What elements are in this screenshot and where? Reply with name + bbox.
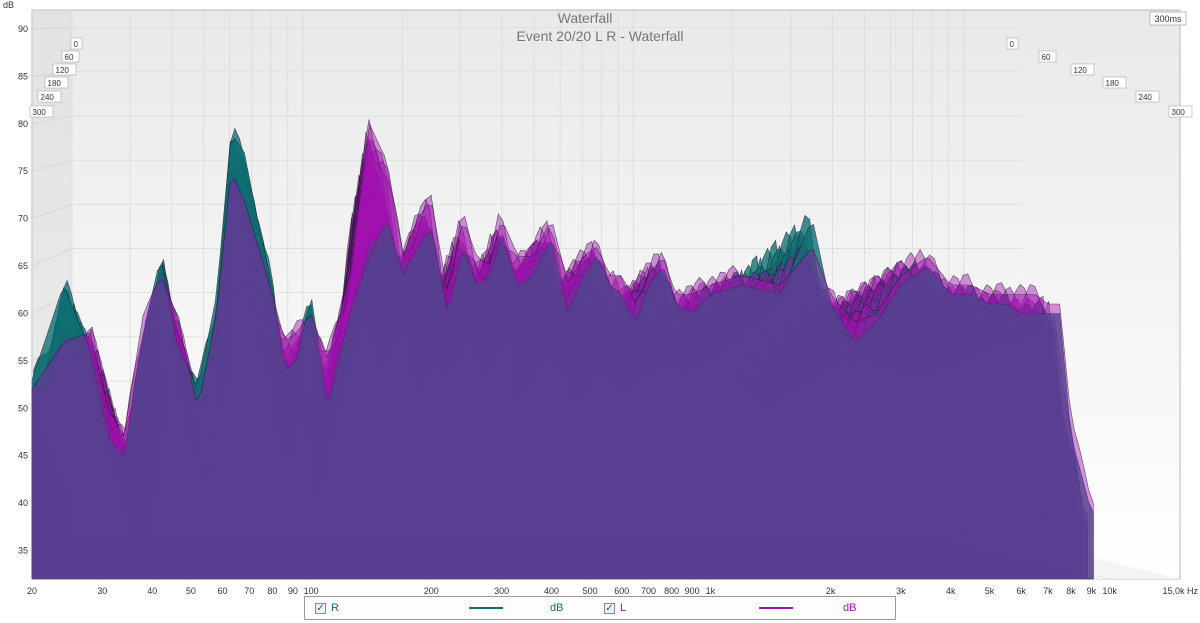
- grid-line-y: [31, 27, 73, 30]
- depth-tick-box-left: [29, 105, 54, 118]
- x-tick-label: 100: [304, 586, 319, 596]
- depth-tick-box-right: [1168, 105, 1193, 118]
- r-line-swatch: [469, 607, 503, 609]
- grid-line-y: [31, 159, 73, 172]
- legend-swatch-r: [469, 597, 503, 619]
- y-tick-label: 75: [18, 166, 28, 176]
- depth-tick-label-right: 0: [1010, 40, 1015, 49]
- depth-tick-label-left: 0: [74, 40, 79, 49]
- depth-tick-label-right: 300: [1172, 108, 1186, 117]
- depth-tick-label-left: 180: [48, 79, 62, 88]
- y-tick-label: 70: [18, 214, 28, 224]
- depth-tick-label-right: 120: [1074, 66, 1088, 75]
- depth-tick-box-left: [52, 63, 77, 76]
- depth-tick-label-left: 300: [33, 108, 47, 117]
- x-tick-label: 1k: [706, 586, 716, 596]
- y-tick-label: 35: [18, 546, 28, 556]
- depth-tick-label-left: 240: [41, 93, 55, 102]
- legend-item-r[interactable]: ✓ R: [315, 597, 339, 619]
- x-tick-label: 30: [97, 586, 107, 596]
- x-tick-label: 80: [267, 586, 277, 596]
- depth-tick-box-left: [61, 50, 80, 63]
- depth-tick-label-right: 180: [1106, 79, 1120, 88]
- x-tick-label: 900: [685, 586, 700, 596]
- x-tick-label: 60: [218, 586, 228, 596]
- depth-tick-box-left: [44, 76, 69, 89]
- y-tick-label: 55: [18, 356, 28, 366]
- x-tick-label: 90: [288, 586, 298, 596]
- x-tick-label: 500: [583, 586, 598, 596]
- l-line-swatch: [759, 607, 793, 609]
- x-tick-label: 700: [641, 586, 656, 596]
- depth-tick-box-left: [37, 90, 62, 103]
- x-tick-label: 10k: [1102, 586, 1117, 596]
- x-tick-label: 600: [614, 586, 629, 596]
- x-tick-label: 8k: [1066, 586, 1076, 596]
- x-tick-label: 6k: [1016, 586, 1026, 596]
- chart-subtitle: Event 20/20 L R - Waterfall: [516, 28, 683, 44]
- legend-unit-r: dB: [550, 602, 564, 614]
- depth-tick-box-right: [1006, 37, 1019, 50]
- r-checkbox[interactable]: ✓: [315, 602, 326, 614]
- x-tick-label: 3k: [896, 586, 906, 596]
- grid-line-y: [31, 204, 73, 219]
- legend: ✓ R dB ✓ L dB: [304, 596, 896, 620]
- x-tick-label: 15,0k Hz: [1162, 586, 1198, 596]
- x-tick-label: 300: [494, 586, 509, 596]
- legend-swatch-l: [759, 597, 793, 619]
- time-label-box: 300ms: [1149, 11, 1187, 26]
- x-tick-label: 70: [244, 586, 254, 596]
- x-tick-label: 800: [664, 586, 679, 596]
- y-tick-label: 85: [18, 71, 28, 81]
- waterfall-slice-l-0: [31, 123, 1094, 580]
- legend-label-r: R: [331, 602, 339, 614]
- x-tick-label: 2k: [826, 586, 836, 596]
- x-tick-label: 7k: [1043, 586, 1053, 596]
- x-tick-label: 20: [27, 586, 37, 596]
- x-tick-label: 50: [186, 586, 196, 596]
- depth-tick-label-left: 120: [56, 66, 70, 75]
- y-tick-label: 80: [18, 119, 28, 129]
- x-tick-label: 4k: [946, 586, 956, 596]
- y-tick-label: 60: [18, 308, 28, 318]
- y-tick-label: 50: [18, 403, 28, 413]
- legend-label-l: L: [620, 602, 627, 614]
- y-tick-label: 45: [18, 451, 28, 461]
- x-tick-label: 40: [147, 586, 157, 596]
- y-axis-unit-label: dB: [3, 0, 14, 10]
- depth-tick-box-right: [1102, 76, 1127, 89]
- x-tick-label: 400: [544, 586, 559, 596]
- depth-tick-box-left: [70, 37, 83, 50]
- chart-title: Waterfall: [558, 10, 613, 26]
- depth-tick-box-right: [1135, 90, 1160, 103]
- waterfall-slice-r-0: [31, 137, 1094, 580]
- x-tick-label: 5k: [985, 586, 995, 596]
- l-checkbox[interactable]: ✓: [604, 602, 615, 614]
- y-tick-label: 65: [18, 261, 28, 271]
- legend-item-l[interactable]: ✓ L: [604, 597, 626, 619]
- depth-tick-label-right: 240: [1139, 93, 1153, 102]
- legend-unit-l: dB: [843, 602, 857, 614]
- time-label: 300ms: [1154, 14, 1182, 24]
- x-tick-label: 200: [424, 586, 439, 596]
- grid-line-y: [31, 115, 73, 125]
- x-tick-label: 9k: [1087, 586, 1097, 596]
- depth-tick-label-left: 60: [65, 53, 74, 62]
- grid-line-y: [31, 248, 73, 267]
- depth-tick-label-right: 60: [1042, 53, 1051, 62]
- y-tick-label: 40: [18, 498, 28, 508]
- depth-tick-box-right: [1038, 50, 1057, 63]
- depth-tick-box-right: [1070, 63, 1095, 76]
- y-tick-label: 90: [18, 24, 28, 34]
